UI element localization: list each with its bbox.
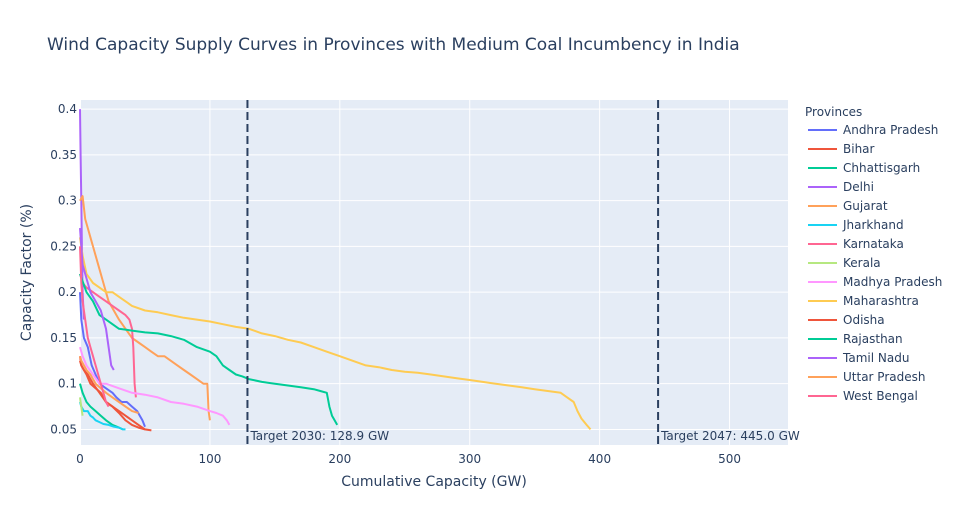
x-tick-label: 400 [588,452,611,466]
series-line-uttar-pradesh[interactable] [79,355,139,414]
legend-item-west-bengal[interactable]: West Bengal [843,389,918,403]
legend-item-gujarat[interactable]: Gujarat [843,199,888,213]
x-tick-label: 200 [328,452,351,466]
legend-item-odisha[interactable]: Odisha [843,313,885,327]
axis-ticks: 0 100 200 300 400 500 0.05 0.1 0.15 0.2 0.25 0.3 0.3… [50,102,741,466]
target-label: Target 2047: 445.0 GW [660,429,800,443]
legend-item-chhattisgarh[interactable]: Chhattisgarh [843,161,920,175]
target-lines: Target 2030: 128.9 GW Target 2047: 445.0 … [246,100,800,445]
series-line-madhya-pradesh[interactable] [79,346,231,426]
x-tick-label: 100 [198,452,221,466]
series-lines [79,109,592,432]
plot-background [80,100,788,445]
legend-item-karnataka[interactable]: Karnataka [843,237,904,251]
legend-item-delhi[interactable]: Delhi [843,180,874,194]
series-line-rajasthan[interactable] [79,273,339,426]
series-line-west-bengal[interactable] [79,246,110,408]
legend-item-uttar-pradesh[interactable]: Uttar Pradesh [843,370,925,384]
x-tick-label: 500 [718,452,741,466]
target-label: Target 2030: 128.9 GW [249,429,389,443]
series-line-karnataka[interactable] [79,273,137,398]
legend-item-rajasthan[interactable]: Rajasthan [843,332,903,346]
x-axis-title: Cumulative Capacity (GW) [341,474,527,490]
grid [79,100,788,445]
legend-item-jharkhand[interactable]: Jharkhand [842,218,904,232]
y-tick-label: 0.1 [58,377,77,391]
series-line-tamil-nadu[interactable] [79,228,115,371]
legend-item-tamil-nadu[interactable]: Tamil Nadu [842,351,909,365]
legend-item-madhya-pradesh[interactable]: Madhya Pradesh [843,275,942,289]
series-line-gujarat[interactable] [79,195,211,421]
y-tick-label: 0.35 [50,148,77,162]
series-line-maharashtra[interactable] [79,237,592,431]
legend-title: Provinces [805,105,862,119]
y-tick-label: 0.4 [58,102,77,116]
legend[interactable]: Provinces Andhra Pradesh Bihar Chhattisgar… [805,105,942,403]
y-axis-title: Capacity Factor (%) [19,204,35,341]
y-tick-label: 0.05 [50,422,77,436]
y-tick-label: 0.15 [50,331,77,345]
x-tick-label: 300 [458,452,481,466]
chart-title: Wind Capacity Supply Curves in Provinces… [47,35,740,55]
legend-item-maharashtra[interactable]: Maharashtra [843,294,919,308]
legend-item-andhra-pradesh[interactable]: Andhra Pradesh [843,123,938,137]
legend-item-kerala[interactable]: Kerala [843,256,881,270]
series-line-kerala[interactable] [79,397,84,416]
legend-item-bihar[interactable]: Bihar [843,142,875,156]
series-line-jharkhand[interactable] [79,401,126,431]
y-tick-label: 0.3 [58,194,77,208]
y-tick-label: 0.25 [50,239,77,253]
x-tick-label: 0 [76,452,84,466]
y-tick-label: 0.2 [58,285,77,299]
